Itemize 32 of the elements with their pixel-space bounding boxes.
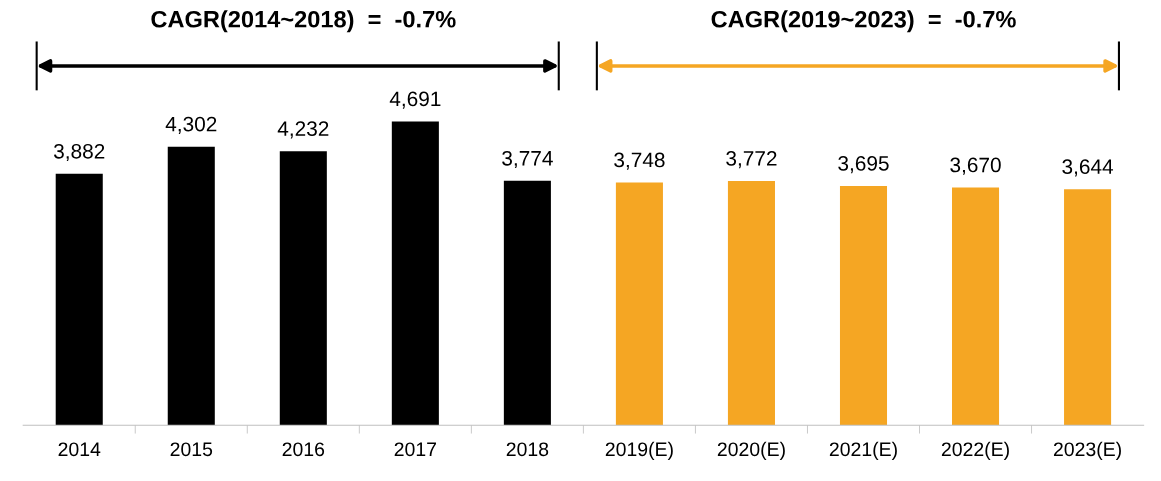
bar	[727, 180, 775, 426]
data-label: 4,691	[389, 91, 441, 109]
x-tick-label: 2021(E)	[829, 441, 897, 460]
data-label: 3,695	[838, 155, 889, 174]
data-label: 4,232	[277, 121, 329, 139]
x-tick-label: 2020(E)	[717, 441, 785, 460]
data-label: 3,772	[726, 151, 777, 169]
data-label: 3,882	[53, 143, 105, 162]
x-tick-label: 2016	[282, 442, 325, 457]
bar	[615, 182, 663, 426]
data-label: 3,644	[1062, 159, 1114, 177]
text: CAGR(2014~2018) = -0.7%	[151, 10, 456, 33]
bar	[391, 121, 439, 426]
x-tick-label: 2017	[394, 442, 436, 457]
bar	[167, 146, 215, 426]
bar	[839, 185, 888, 426]
x-tick-label: 2023(E)	[1053, 441, 1121, 460]
data-label: 3,774	[502, 150, 553, 169]
text: CAGR(2019~2023) = -0.7%	[711, 10, 1016, 33]
x-tick-label: 2014	[58, 442, 101, 457]
data-label: 3,748	[614, 152, 665, 170]
bar	[279, 151, 327, 426]
bar	[1064, 189, 1112, 426]
data-label: 3,670	[950, 157, 1001, 175]
x-tick-label: 2015	[170, 442, 213, 457]
x-tick-label: 2022(E)	[941, 441, 1009, 460]
bar	[55, 173, 103, 426]
bar	[503, 180, 551, 426]
data-label: 4,302	[165, 116, 217, 134]
x-tick-label: 2018	[506, 442, 549, 457]
bar	[952, 187, 1000, 426]
x-tick-label: 2019(E)	[605, 441, 673, 460]
